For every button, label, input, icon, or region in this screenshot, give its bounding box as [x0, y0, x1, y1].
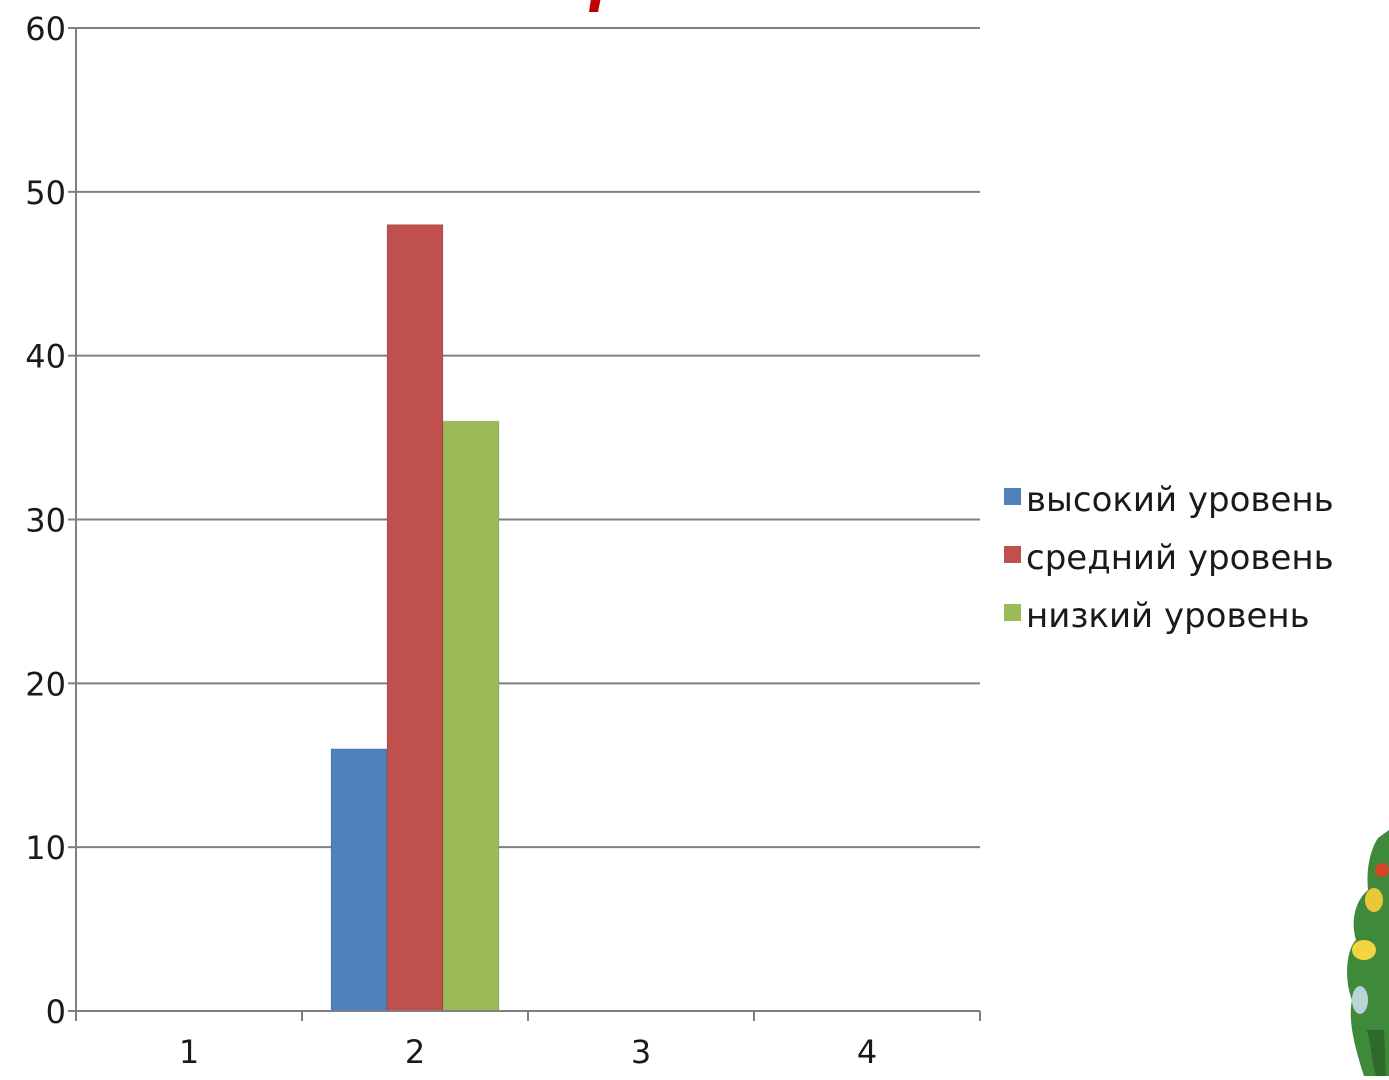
- y-tick-label: 0: [46, 993, 66, 1031]
- legend-item-medium: средний уровень: [1004, 536, 1334, 594]
- x-tick-label: 1: [179, 1033, 199, 1071]
- y-tick-label: 20: [25, 665, 66, 703]
- legend-swatch-low: [1004, 604, 1021, 621]
- y-tick-label: 10: [25, 829, 66, 867]
- bar-high-cat-2: [330, 748, 388, 1012]
- y-tick-label: 30: [25, 502, 66, 540]
- y-tick-label: 40: [25, 338, 66, 376]
- title-fragment-mark: [589, 0, 601, 12]
- cartoon-character-clipart: [1347, 830, 1389, 1076]
- legend-label-high: высокий уровень: [1026, 480, 1334, 520]
- legend-label-low: низкий уровень: [1026, 596, 1310, 636]
- chart-legend: высокий уровень средний уровень низкий у…: [1004, 478, 1334, 652]
- bar-low-cat-2: [442, 420, 500, 1012]
- y-tick-label: 50: [25, 174, 66, 212]
- bar-medium-cat-2: [386, 224, 444, 1012]
- legend-swatch-high: [1004, 488, 1021, 505]
- x-tick-label: 4: [857, 1033, 877, 1071]
- x-tick-label: 3: [631, 1033, 651, 1071]
- legend-item-high: высокий уровень: [1004, 478, 1334, 536]
- legend-swatch-medium: [1004, 546, 1021, 563]
- legend-item-low: низкий уровень: [1004, 594, 1334, 652]
- y-tick-label: 60: [25, 10, 66, 48]
- legend-label-medium: средний уровень: [1026, 538, 1334, 578]
- x-tick-label: 2: [405, 1033, 425, 1071]
